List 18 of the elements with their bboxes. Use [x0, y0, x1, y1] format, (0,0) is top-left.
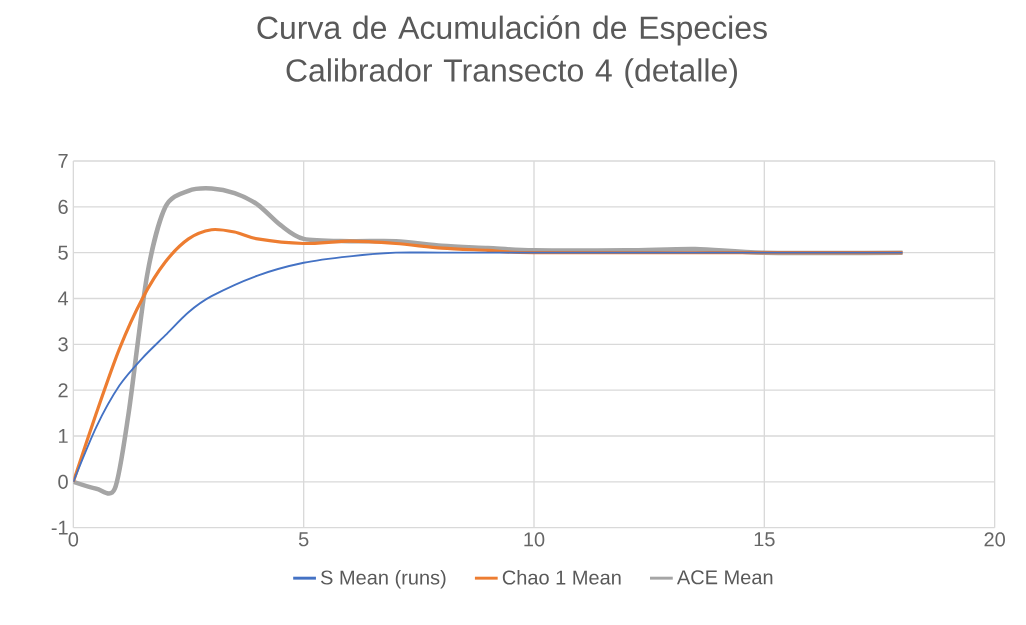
x-tick-label: 0 [68, 532, 79, 547]
y-tick-label: 4 [57, 291, 69, 306]
chart-title: Curva de Acumulación de Especies Calibrador Transecto 4 (detalle) [257, 15, 767, 89]
x-tick-label: 5 [298, 532, 309, 547]
legend-label: Chao 1 Mean [502, 569, 621, 585]
x-tick-label: 20 [984, 532, 1005, 547]
y-tick-label: 5 [58, 245, 68, 260]
x-tick-label: 10 [524, 532, 545, 547]
y-tick-label: 7 [58, 154, 68, 168]
x-tick-label: 15 [754, 532, 775, 547]
y-tick-label: 0 [58, 474, 68, 489]
y-tick-label: 2 [58, 383, 68, 398]
y-tick-label: 6 [58, 199, 68, 214]
legend-label: ACE Mean [676, 570, 773, 585]
y-tick-label: -1 [51, 520, 68, 535]
y-tick-label: 1 [59, 429, 68, 443]
legend-label: S Mean (runs) [320, 569, 446, 589]
y-tick-label: 3 [58, 337, 68, 352]
